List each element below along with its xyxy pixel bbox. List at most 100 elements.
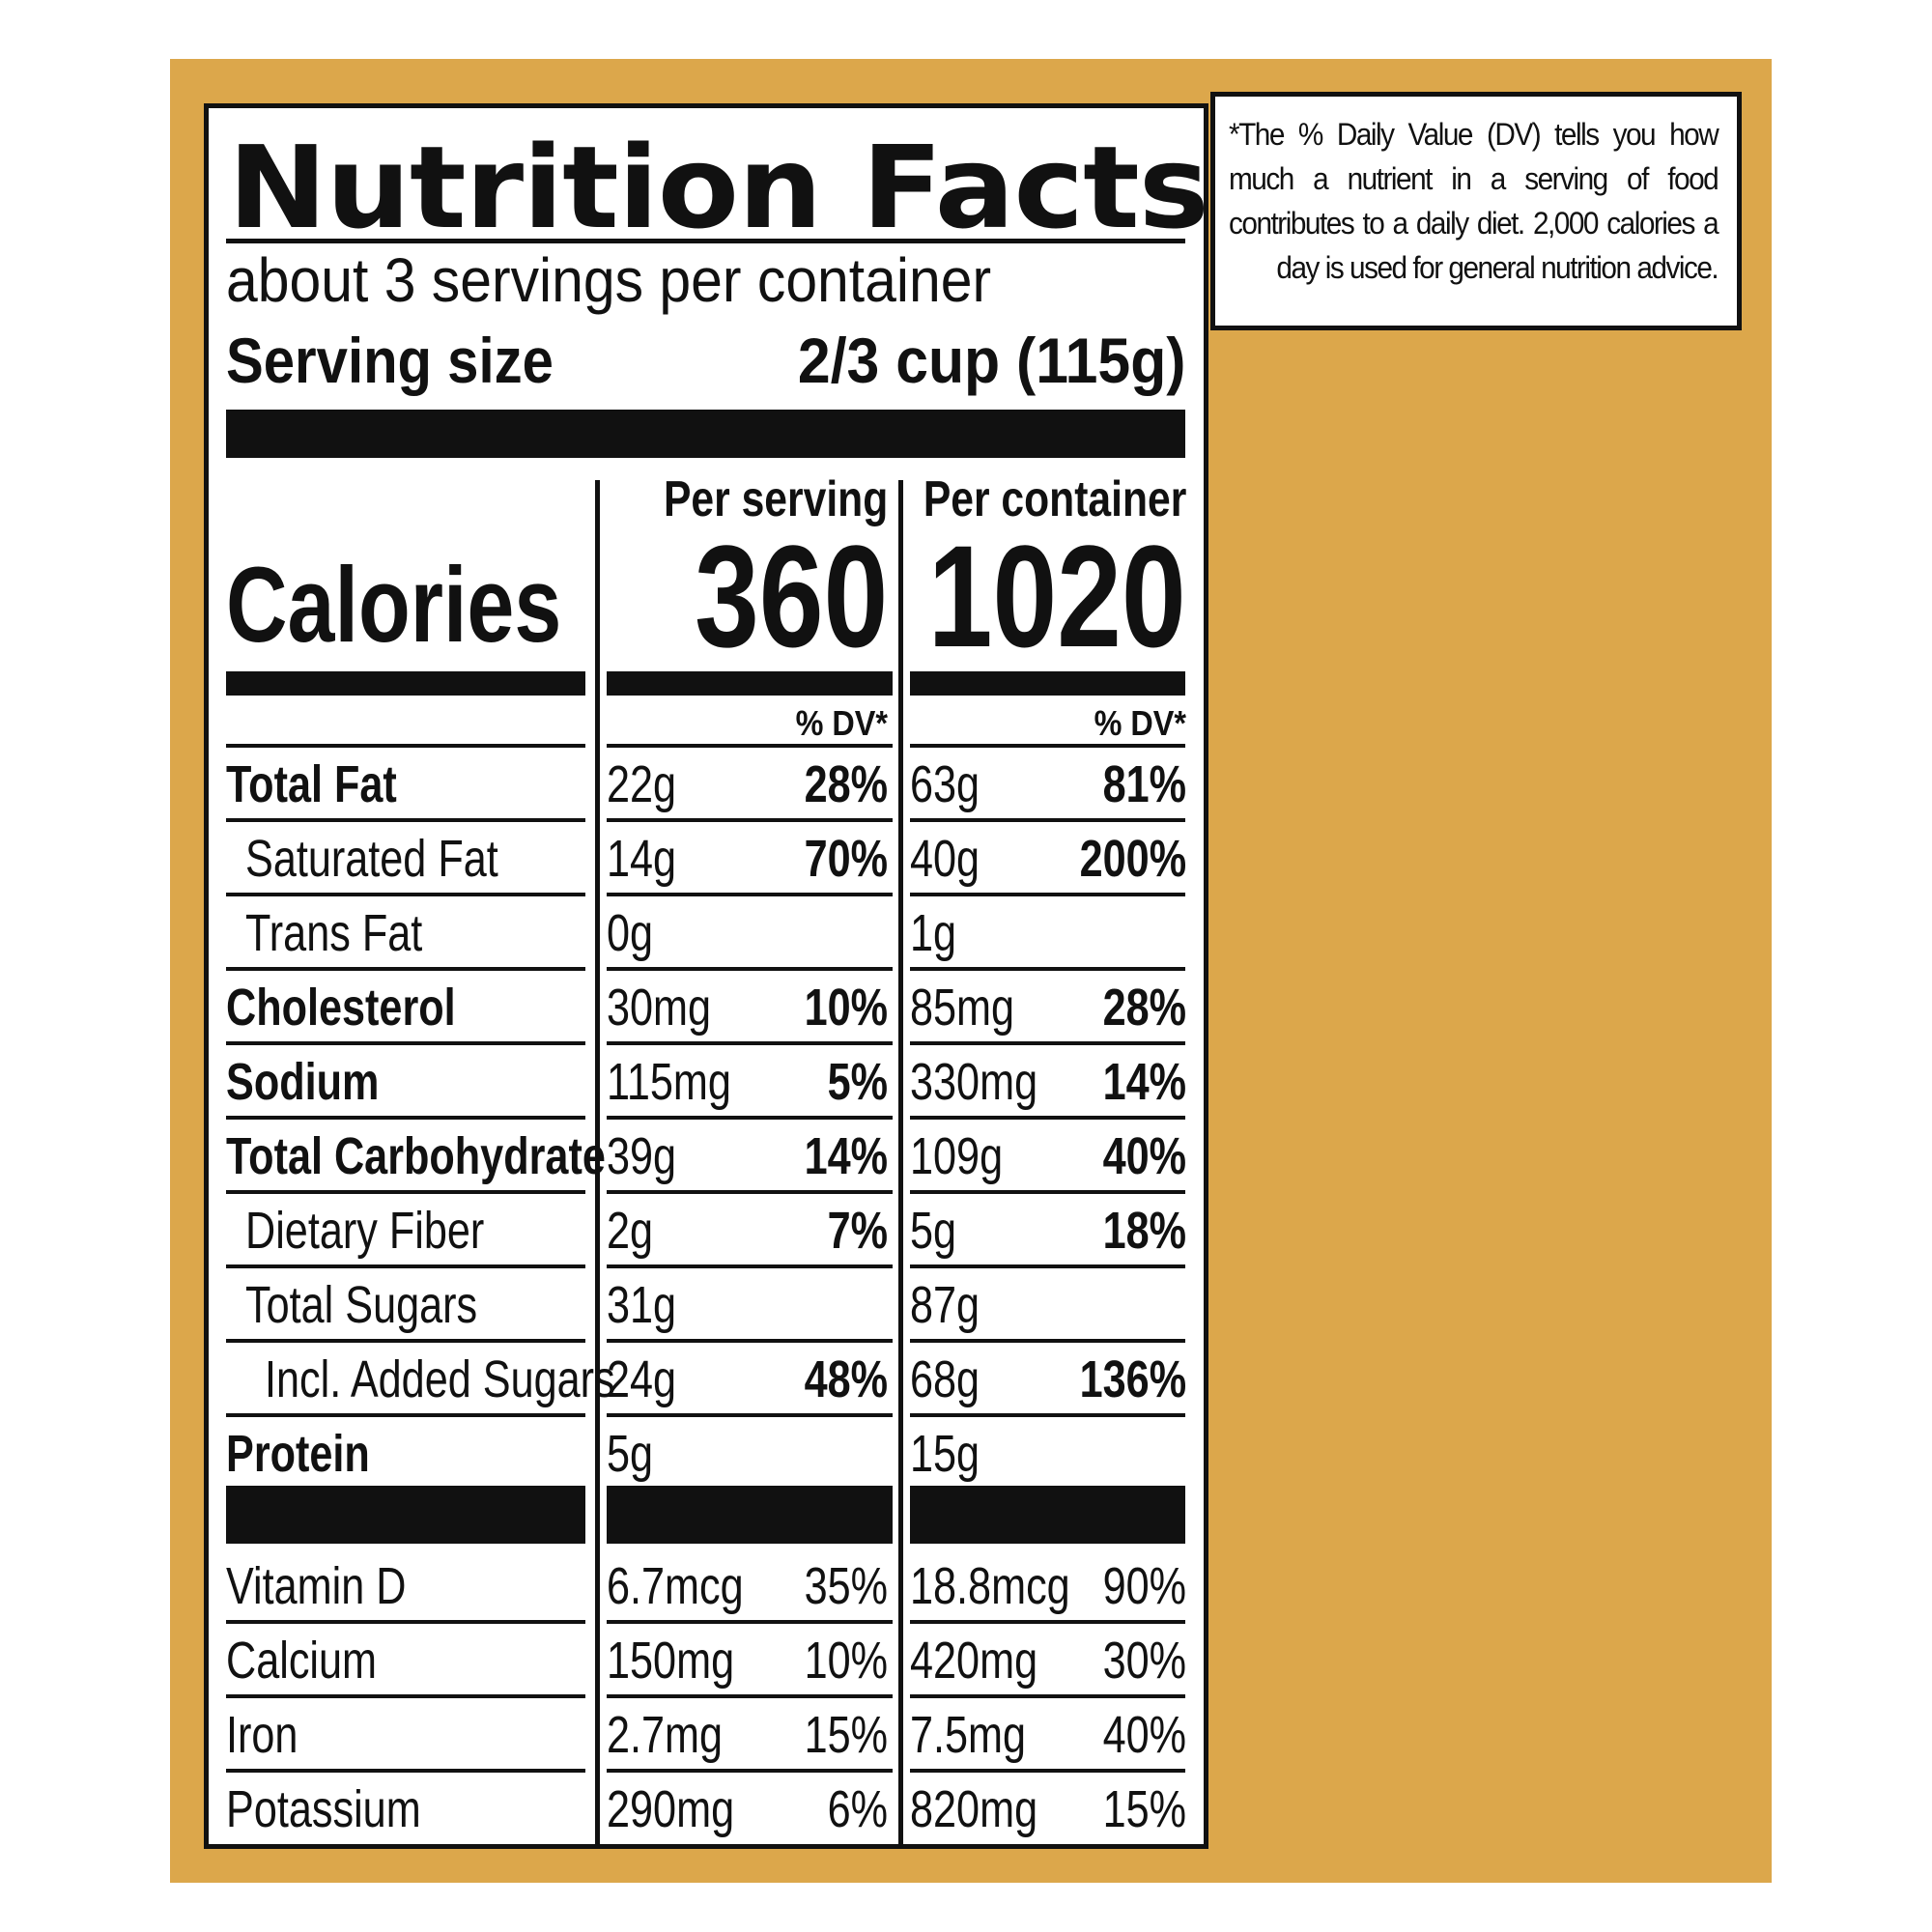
serving-dv: 5%: [827, 1053, 888, 1111]
container-amount: 68g: [910, 1350, 980, 1408]
serving-amount: 5g: [607, 1425, 654, 1483]
calories-rule-2: [607, 671, 893, 696]
container-amount: 1g: [910, 904, 957, 962]
container-dv: 30%: [1102, 1632, 1186, 1690]
serving-amount: 30mg: [607, 979, 712, 1037]
calories-label: Calories: [226, 546, 562, 665]
nutrient-name: Total Sugars: [245, 1276, 478, 1334]
vitamin-rule-1: [226, 1486, 585, 1544]
calories-rule-3: [910, 671, 1185, 696]
serving-dv: 48%: [804, 1350, 888, 1408]
per-container-header: Per container: [923, 471, 1186, 527]
container-dv: 15%: [1102, 1780, 1186, 1838]
row-separator: [910, 1264, 1185, 1268]
row-separator: [226, 967, 585, 971]
container-dv: 40%: [1102, 1127, 1186, 1185]
serving-amount: 2g: [607, 1202, 654, 1260]
container-amount: 5g: [910, 1202, 957, 1260]
row-separator: [910, 818, 1185, 822]
serving-amount: 290mg: [607, 1780, 735, 1838]
row-separator: [226, 1041, 585, 1045]
serving-amount: 31g: [607, 1276, 677, 1334]
footnote-text: *The % Daily Value (DV) tells you how mu…: [1229, 117, 1719, 285]
row-separator: [910, 893, 1185, 896]
row-separator: [910, 1116, 1185, 1120]
row-separator: [226, 1264, 585, 1268]
calories-per-container: 1020: [928, 515, 1186, 677]
row-separator: [607, 1116, 893, 1120]
row-separator: [910, 1339, 1185, 1343]
row-separator: [910, 1190, 1185, 1194]
row-separator: [226, 1769, 585, 1773]
container-amount: 18.8mcg: [910, 1557, 1070, 1615]
row-separator: [910, 744, 1185, 748]
container-dv: 81%: [1102, 755, 1186, 813]
serving-amount: 24g: [607, 1350, 677, 1408]
nutrient-name: Dietary Fiber: [245, 1202, 485, 1260]
serving-amount: 150mg: [607, 1632, 735, 1690]
nutrient-name: Sodium: [226, 1053, 380, 1111]
row-separator: [226, 1620, 585, 1624]
row-separator: [226, 818, 585, 822]
daily-value-footnote: *The % Daily Value (DV) tells you how mu…: [1210, 92, 1742, 330]
nutrient-name: Cholesterol: [226, 979, 456, 1037]
row-separator: [226, 744, 585, 748]
serving-dv: 14%: [804, 1127, 888, 1185]
row-separator: [607, 1190, 893, 1194]
serving-amount: 22g: [607, 755, 677, 813]
serving-dv: 10%: [804, 979, 888, 1037]
servings-per-container: about 3 servings per container: [226, 245, 992, 315]
serving-amount: 0g: [607, 904, 654, 962]
dv-header-serving: % DV*: [795, 703, 888, 743]
container-dv: 14%: [1102, 1053, 1186, 1111]
vitamin-rule-3: [910, 1486, 1185, 1544]
nutrient-name: Total Fat: [226, 755, 397, 813]
nutrient-name: Protein: [226, 1425, 370, 1483]
serving-size-label: Serving size: [226, 325, 554, 396]
nutrient-name: Total Carbohydrate: [226, 1127, 606, 1185]
container-dv: 90%: [1102, 1557, 1186, 1615]
serving-dv: 28%: [804, 755, 888, 813]
container-dv: 28%: [1102, 979, 1186, 1037]
row-separator: [607, 1620, 893, 1624]
container-dv: 136%: [1079, 1350, 1187, 1408]
serving-dv: 35%: [804, 1557, 888, 1615]
column-divider-2: [898, 480, 903, 1849]
row-separator: [910, 1694, 1185, 1698]
container-amount: 7.5mg: [910, 1706, 1027, 1764]
label-title: Nutrition Facts: [228, 121, 1209, 254]
thick-rule-top: [226, 410, 1185, 458]
serving-dv: 7%: [827, 1202, 888, 1260]
row-separator: [226, 1694, 585, 1698]
row-separator: [607, 1041, 893, 1045]
serving-amount: 115mg: [607, 1053, 731, 1111]
row-separator: [607, 1264, 893, 1268]
vitamin-rule-2: [607, 1486, 893, 1544]
vitamin-name: Vitamin D: [226, 1557, 407, 1615]
row-separator: [226, 1116, 585, 1120]
per-serving-header: Per serving: [663, 471, 888, 527]
container-amount: 330mg: [910, 1053, 1038, 1111]
serving-amount: 14g: [607, 830, 677, 888]
column-divider-1: [595, 480, 600, 1849]
row-separator: [607, 1769, 893, 1773]
row-separator: [910, 1769, 1185, 1773]
row-separator: [226, 1190, 585, 1194]
container-amount: 40g: [910, 830, 980, 888]
vitamin-name: Calcium: [226, 1632, 378, 1690]
calories-rule-1: [226, 671, 585, 696]
nutrient-name: Saturated Fat: [245, 830, 498, 888]
nutrient-name: Incl. Added Sugars: [265, 1350, 615, 1408]
container-amount: 420mg: [910, 1632, 1038, 1690]
row-separator: [607, 1339, 893, 1343]
serving-size-value: 2/3 cup (115g): [798, 325, 1186, 396]
row-separator: [910, 1041, 1185, 1045]
row-separator: [910, 1620, 1185, 1624]
row-separator: [910, 967, 1185, 971]
serving-amount: 39g: [607, 1127, 677, 1185]
calories-per-serving: 360: [694, 515, 888, 677]
serving-amount: 6.7mcg: [607, 1557, 744, 1615]
container-amount: 109g: [910, 1127, 1004, 1185]
row-separator: [607, 818, 893, 822]
container-dv: 200%: [1079, 830, 1187, 888]
